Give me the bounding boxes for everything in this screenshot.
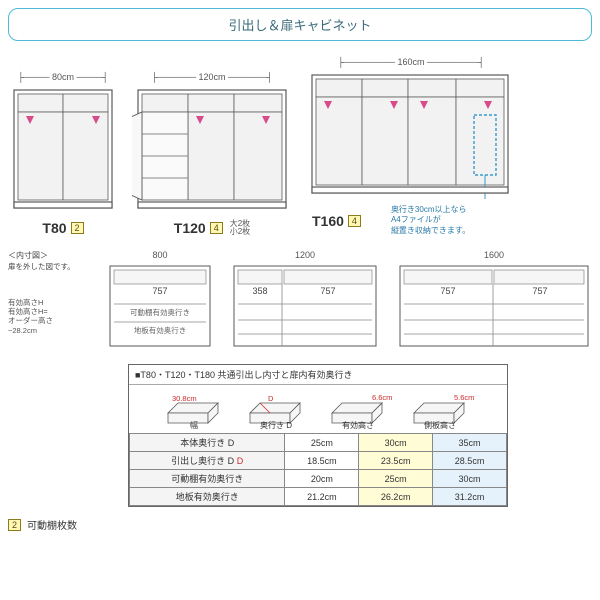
cabinet-name: T160: [312, 213, 344, 229]
cell: 31.2cm: [433, 488, 507, 506]
cabinet-t160-drawing: [306, 69, 516, 199]
spec-title: ■T80・T120・T180 共通引出し内寸と扉内有効奥行き: [129, 365, 507, 385]
interior-t80: 800 757 可動棚有効奥行き 地板有効奥行き: [106, 250, 214, 350]
svg-text:5.6cm: 5.6cm: [454, 393, 474, 402]
row-label: 可動棚有効奥行き: [130, 470, 285, 488]
svg-text:358: 358: [252, 286, 267, 296]
spec-box: ■T80・T120・T180 共通引出し内寸と扉内有効奥行き 30.8cm 幅 …: [128, 364, 508, 507]
svg-text:側板高さ: 側板高さ: [424, 420, 456, 429]
svg-text:757: 757: [152, 286, 167, 296]
shelf-count-tag: 4: [348, 215, 361, 227]
svg-text:30.8cm: 30.8cm: [172, 394, 197, 403]
svg-text:有効高さ: 有効高さ: [342, 420, 374, 429]
cell: 21.2cm: [285, 488, 359, 506]
spec-drawer-icons: 30.8cm 幅 D 奥行き D 6.6cm 有効高さ 5.6cm 側板高さ: [129, 385, 507, 433]
svg-text:可動棚有効奥行き: 可動棚有効奥行き: [130, 307, 190, 317]
section-title: 引出し＆扉キャビネット: [8, 8, 592, 41]
cabinet-t120: ├────── 120cm ──────┤ T120 4 大2枚 小2枚: [132, 72, 292, 236]
cell: 30cm: [359, 434, 433, 452]
row-label: 地板有効奥行き: [130, 488, 285, 506]
svg-text:地板有効奥行き: 地板有効奥行き: [134, 325, 187, 335]
cell: 35cm: [433, 434, 507, 452]
interior-t120: 1200 358 757: [230, 250, 380, 350]
cell: 28.5cm: [433, 452, 507, 470]
cabinet-name: T80: [42, 220, 66, 236]
interior-notes: ＜内寸図＞ 扉を外した図です。 有効高さH 有効高さH= オーダー高さ −28.…: [8, 250, 90, 344]
cell: 25cm: [359, 470, 433, 488]
cell: 23.5cm: [359, 452, 433, 470]
cell: 18.5cm: [285, 452, 359, 470]
shelf-tag-suffix: 大2枚 小2枚: [230, 220, 250, 236]
svg-text:6.6cm: 6.6cm: [372, 393, 392, 402]
cell: 26.2cm: [359, 488, 433, 506]
dimension-label: ├──── 80cm ────┤: [18, 72, 109, 82]
dimension-label: ├────── 120cm ──────┤: [151, 72, 272, 82]
spec-table: 本体奥行き D 25cm 30cm 35cm 引出し奥行き D D 18.5cm…: [129, 433, 507, 506]
table-row: 引出し奥行き D D 18.5cm 23.5cm 28.5cm: [130, 452, 507, 470]
svg-text:757: 757: [440, 286, 455, 296]
a4-note: 奥行き30cm以上なら A4ファイルが 縦置き収納できます。: [391, 205, 470, 236]
shelf-count-tag: 2: [71, 222, 84, 234]
svg-text:幅: 幅: [190, 420, 198, 429]
interior-heading: ＜内寸図＞: [8, 250, 90, 261]
table-row: 可動棚有効奥行き 20cm 25cm 30cm: [130, 470, 507, 488]
cabinet-t80-drawing: [8, 84, 118, 214]
cabinet-t160: ├──────── 160cm ────────┤ T160 4 奥行き30cm…: [306, 57, 516, 236]
row-label: 本体奥行き D: [130, 434, 285, 452]
table-row: 本体奥行き D 25cm 30cm 35cm: [130, 434, 507, 452]
cabinet-t80: ├──── 80cm ────┤ T80 2: [8, 72, 118, 236]
legend-label: 可動棚枚数: [27, 517, 77, 532]
cell: 25cm: [285, 434, 359, 452]
legend: 2 可動棚枚数: [8, 517, 592, 532]
interior-row: ＜内寸図＞ 扉を外した図です。 有効高さH 有効高さH= オーダー高さ −28.…: [8, 250, 592, 350]
cell: 20cm: [285, 470, 359, 488]
svg-text:757: 757: [532, 286, 547, 296]
cell: 30cm: [433, 470, 507, 488]
shelf-count-tag: 4: [210, 222, 223, 234]
svg-text:D: D: [268, 394, 274, 403]
interior-subheading: 扉を外した図です。: [8, 261, 90, 272]
svg-text:757: 757: [320, 286, 335, 296]
cabinets-row: ├──── 80cm ────┤ T80 2 ├────── 120cm ───…: [8, 57, 592, 236]
dimension-label: ├──────── 160cm ────────┤: [338, 57, 485, 67]
row-label: 引出し奥行き D D: [130, 452, 285, 470]
cabinet-t120-drawing: [132, 84, 292, 214]
legend-tag: 2: [8, 519, 21, 531]
svg-text:奥行き D: 奥行き D: [260, 420, 292, 429]
table-row: 地板有効奥行き 21.2cm 26.2cm 31.2cm: [130, 488, 507, 506]
cabinet-name: T120: [174, 220, 206, 236]
interior-t160: 1600 757 757: [396, 250, 592, 350]
